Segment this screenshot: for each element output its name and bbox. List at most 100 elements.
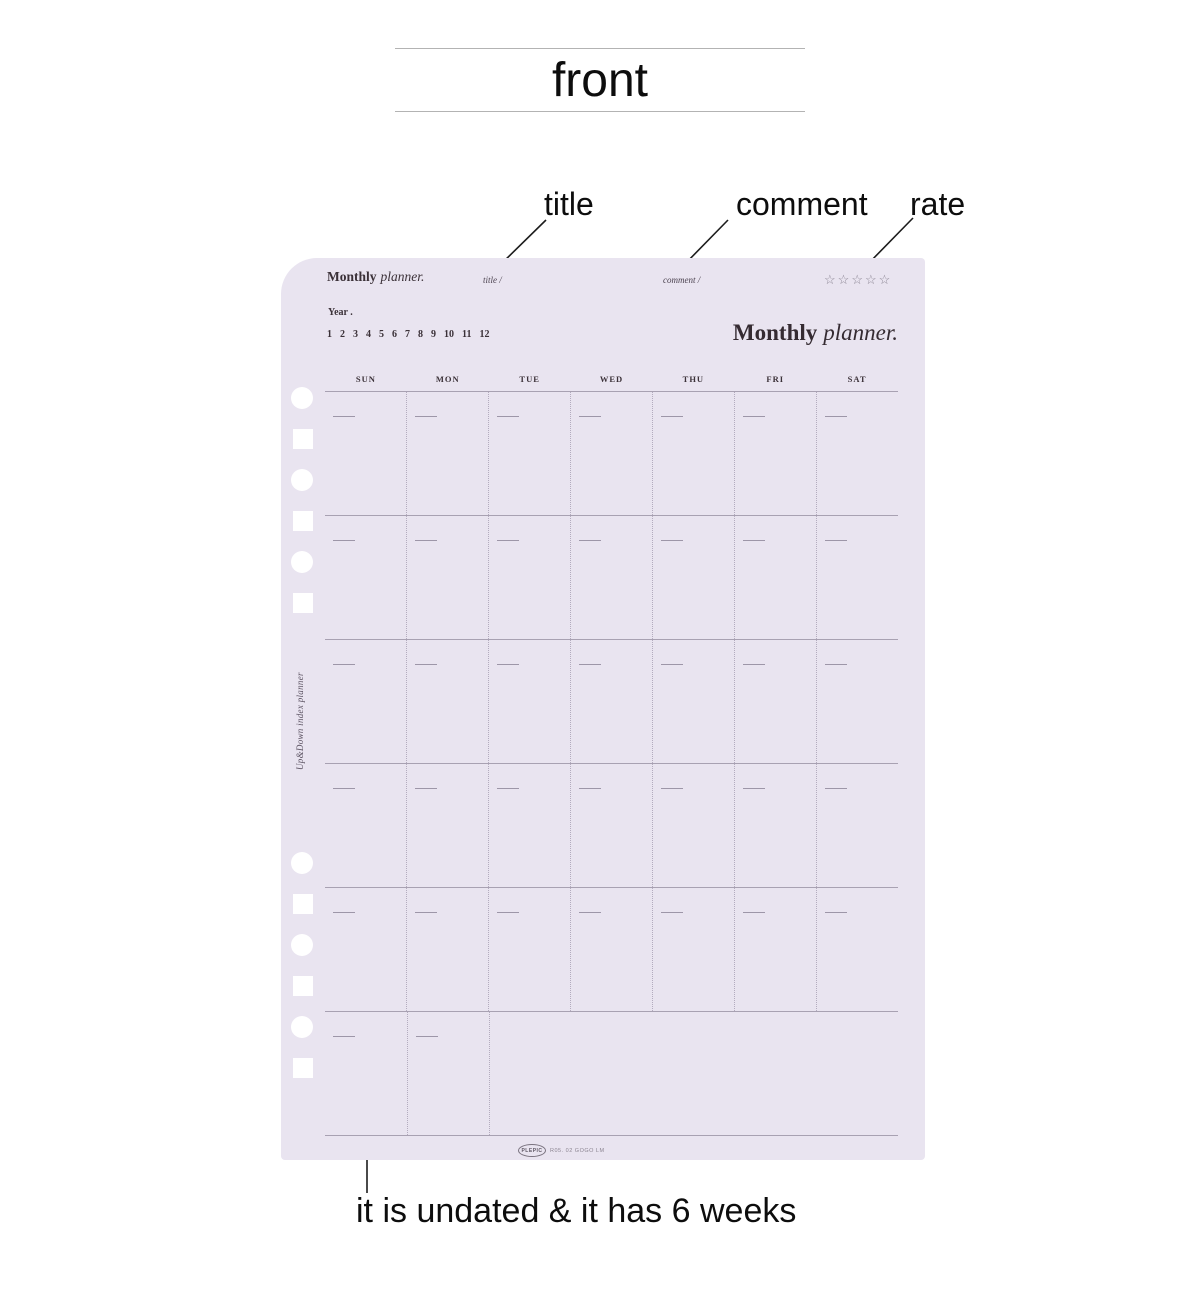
bottom-caption: it is undated & it has 6 weeks xyxy=(356,1192,797,1230)
date-underline xyxy=(415,912,437,913)
date-cell xyxy=(407,888,489,1011)
date-cell xyxy=(489,764,571,887)
planner-main-title-bold: Monthly xyxy=(732,320,818,345)
date-underline xyxy=(579,788,601,789)
date-cell xyxy=(817,888,898,1011)
date-cell xyxy=(817,516,898,639)
date-underline xyxy=(825,416,847,417)
date-underline xyxy=(497,664,519,665)
month-number: 9 xyxy=(431,329,436,340)
date-underline xyxy=(497,540,519,541)
date-cell xyxy=(325,516,407,639)
date-underline xyxy=(743,416,765,417)
date-underline xyxy=(743,664,765,665)
punch-hole-square xyxy=(293,894,313,914)
date-underline xyxy=(743,912,765,913)
annotation-comment-label: comment xyxy=(736,186,868,222)
date-underline xyxy=(497,912,519,913)
month-number: 6 xyxy=(392,329,397,340)
date-cell xyxy=(817,640,898,763)
date-cell xyxy=(407,764,489,887)
date-underline xyxy=(579,912,601,913)
month-number: 1 xyxy=(327,329,332,340)
date-underline xyxy=(661,540,683,541)
date-underline xyxy=(415,540,437,541)
punch-hole-square xyxy=(293,593,313,613)
date-cell xyxy=(735,888,817,1011)
planner-main-title: Monthly planner. xyxy=(733,320,898,346)
date-cell xyxy=(653,764,735,887)
date-cell xyxy=(325,640,407,763)
punch-hole-circle xyxy=(291,469,313,491)
date-underline xyxy=(415,788,437,789)
date-cell xyxy=(407,640,489,763)
date-cell xyxy=(325,764,407,887)
date-cell xyxy=(816,1012,898,1135)
punch-hole-circle xyxy=(291,1016,313,1038)
footer-logo-block: PLEPIC R05. 02 GOGO LM xyxy=(518,1144,605,1157)
weekday-header-row: SUN MON TUE WED THU FRI SAT xyxy=(325,374,898,384)
date-underline xyxy=(661,664,683,665)
date-underline xyxy=(415,664,437,665)
date-cell xyxy=(571,764,653,887)
date-underline xyxy=(825,912,847,913)
planner-page: Monthly planner. title / comment / ☆☆☆☆☆ … xyxy=(281,258,925,1160)
date-cell xyxy=(489,516,571,639)
date-underline xyxy=(743,540,765,541)
punch-hole-square xyxy=(293,511,313,531)
month-number: 10 xyxy=(444,329,454,340)
date-cell xyxy=(653,888,735,1011)
week-row xyxy=(325,763,898,887)
annotation-title-label: title xyxy=(544,186,594,222)
date-cell xyxy=(489,392,571,515)
month-number: 12 xyxy=(479,329,490,340)
date-underline xyxy=(825,788,847,789)
date-underline xyxy=(333,416,355,417)
date-cell xyxy=(489,888,571,1011)
date-underline xyxy=(333,664,355,665)
month-number: 2 xyxy=(340,329,345,340)
date-underline xyxy=(661,788,683,789)
date-cell xyxy=(489,640,571,763)
date-cell xyxy=(572,1012,654,1135)
weekday-header-fri: FRI xyxy=(766,374,785,384)
calendar-grid-bottom-line xyxy=(325,1135,898,1136)
punch-hole-square xyxy=(293,429,313,449)
weekday-header-wed: WED xyxy=(599,374,624,384)
date-cell xyxy=(571,516,653,639)
date-cell xyxy=(735,764,817,887)
date-underline xyxy=(661,912,683,913)
week-row xyxy=(325,1011,898,1135)
punch-hole-circle xyxy=(291,934,313,956)
date-cell xyxy=(325,1012,408,1135)
date-cell xyxy=(653,640,735,763)
planner-main-title-italic: planner. xyxy=(823,320,898,345)
date-underline xyxy=(579,664,601,665)
year-label: Year . xyxy=(328,307,353,318)
date-underline xyxy=(497,788,519,789)
date-cell xyxy=(653,392,735,515)
planner-brand-italic: planner. xyxy=(380,269,425,284)
date-underline xyxy=(579,416,601,417)
date-underline xyxy=(825,664,847,665)
date-underline xyxy=(497,416,519,417)
front-label: front xyxy=(551,54,649,107)
date-cell xyxy=(490,1012,572,1135)
side-vertical-text: Up&Down index planner xyxy=(295,672,305,770)
date-cell xyxy=(735,640,817,763)
date-cell xyxy=(407,516,489,639)
date-underline xyxy=(415,1036,438,1037)
star-icon: ☆ xyxy=(864,272,879,287)
product-code: R05. 02 GOGO LM xyxy=(550,1147,605,1154)
punch-hole-circle xyxy=(291,387,313,409)
date-cell xyxy=(407,392,489,515)
weekday-header-mon: MON xyxy=(435,374,460,384)
date-cell xyxy=(735,516,817,639)
month-number: 5 xyxy=(379,329,384,340)
date-cell xyxy=(408,1012,491,1135)
weekday-header-tue: TUE xyxy=(519,374,540,384)
punch-hole-square xyxy=(293,1058,313,1078)
week-row xyxy=(325,515,898,639)
annotation-rate-label: rate xyxy=(910,186,966,222)
